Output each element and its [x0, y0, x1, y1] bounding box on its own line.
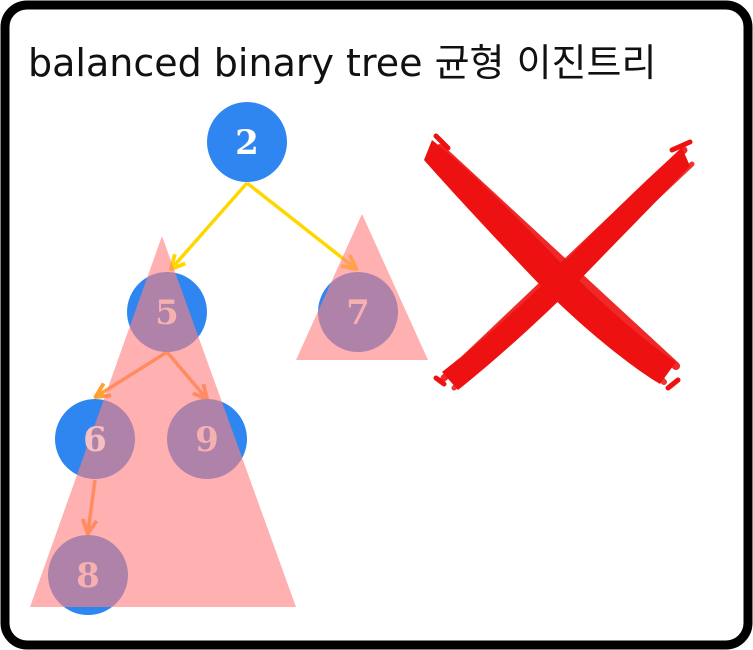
node-7-label: 7: [346, 293, 370, 333]
node-9-label: 9: [195, 420, 219, 460]
left-subtree-triangle: [30, 236, 296, 607]
diagram-title: balanced binary tree 균형 이진트리: [28, 41, 656, 85]
red-x-cross-icon: [424, 133, 695, 391]
node-2-circle: [207, 102, 287, 182]
node-2-label: 2: [235, 123, 259, 163]
edge-2-to-5: [172, 181, 249, 268]
edge-2-to-7: [245, 181, 355, 268]
node-5-label: 5: [155, 293, 179, 333]
right-subtree-triangle: [296, 214, 428, 360]
node-labels-group: 2 5 7 6 9 8: [76, 123, 370, 596]
node-8-label: 8: [76, 556, 100, 596]
node-6-label: 6: [83, 420, 107, 460]
